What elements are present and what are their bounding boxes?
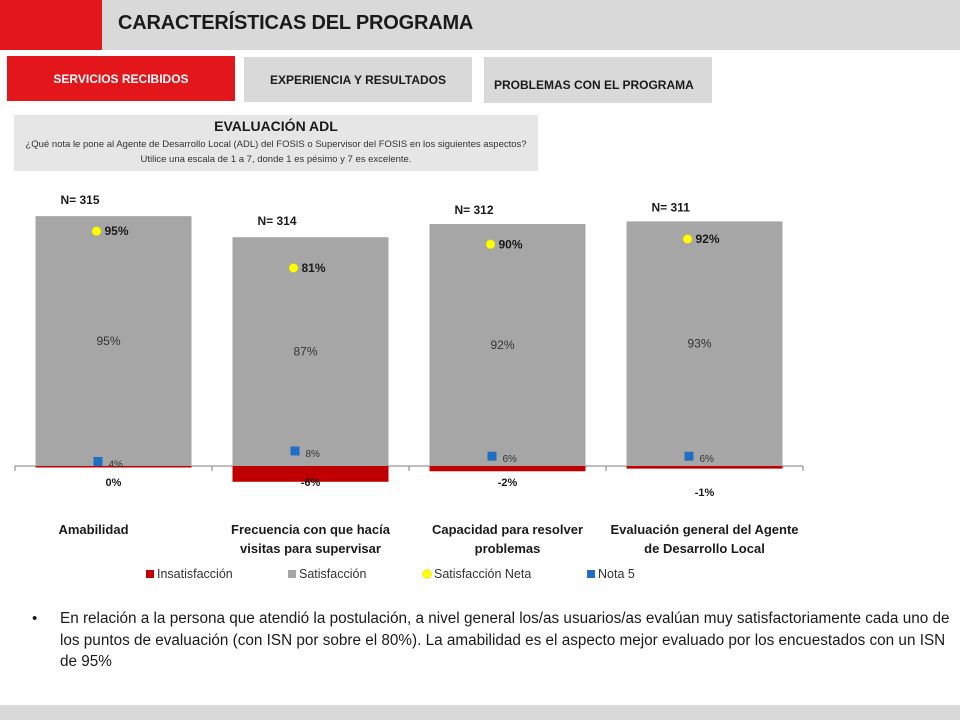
page-title: CARACTERÍSTICAS DEL PROGRAMA (118, 12, 474, 34)
marker-nota5 (290, 446, 300, 456)
footer-bar (0, 705, 960, 720)
label-nota5: 6% (503, 454, 518, 465)
label-satisfaccion: 95% (96, 334, 120, 348)
evaluation-title: EVALUACIÓN ADL (214, 118, 338, 134)
bar-satisfaccion (429, 224, 586, 466)
n-label: N= 312 (455, 203, 494, 217)
marker-nota5 (684, 451, 694, 461)
bullet-icon: • (32, 610, 38, 627)
legend-swatch (587, 570, 595, 578)
header-bar (102, 0, 960, 50)
satisfaction-chart: 95% N= 315 95% 4% 0% Amabilidad 87% N= 314 81% 8%… (14, 193, 804, 581)
bar-insatisfaccion (626, 466, 783, 469)
label-nota5: 4% (109, 459, 124, 470)
evaluation-question: ¿Qué nota le pone al Agente de Desarroll… (25, 139, 527, 165)
bar-satisfaccion (35, 216, 192, 466)
label-satisfaccion: 92% (490, 338, 514, 352)
category-label: problemas (475, 541, 541, 556)
label-insatisfaccion: 0% (106, 477, 122, 489)
tab-experiencia-resultados[interactable]: EXPERIENCIA Y RESULTADOS (244, 57, 472, 102)
category-label: Capacidad para resolver (432, 522, 583, 537)
label-satisfaccion: 93% (687, 337, 711, 351)
category-label: de Desarrollo Local (644, 541, 765, 556)
legend-label: Insatisfacción (157, 567, 233, 581)
legend-label: Satisfacción Neta (434, 567, 531, 581)
label-nota5: 6% (700, 454, 715, 465)
tab-problemas-programa[interactable]: PROBLEMAS CON EL PROGRAMA (484, 57, 712, 103)
header-accent (0, 0, 102, 50)
legend-label: Satisfacción (299, 567, 366, 581)
marker-satisfaccion-neta (288, 263, 299, 273)
label-satisfaccion: 87% (293, 345, 317, 359)
legend-label: Nota 5 (598, 567, 635, 581)
bar-satisfaccion (626, 221, 783, 466)
bar-insatisfaccion (35, 466, 192, 468)
category-label: Evaluación general del Agente (610, 522, 798, 537)
bar-insatisfaccion (429, 466, 586, 472)
label-insatisfaccion: -2% (498, 477, 518, 489)
label-insatisfaccion: -1% (695, 487, 715, 499)
marker-nota5 (487, 451, 497, 461)
tab-servicios-recibidos[interactable]: SERVICIOS RECIBIDOS (7, 56, 235, 101)
summary-text: En relación a la persona que atendió la … (60, 610, 950, 670)
label-nota5: 8% (306, 449, 321, 460)
evaluation-box: EVALUACIÓN ADL ¿Qué nota le pone al Agen… (14, 115, 538, 171)
legend-swatch (288, 570, 296, 578)
category-label: visitas para supervisar (240, 541, 381, 556)
label-satisfaccion-neta: 81% (302, 261, 326, 275)
n-label: N= 314 (258, 214, 297, 228)
label-satisfaccion-neta: 92% (696, 232, 720, 246)
category-label: Frecuencia con que hacía (231, 522, 391, 537)
n-label: N= 311 (652, 200, 691, 214)
label-satisfaccion-neta: 90% (499, 237, 523, 251)
marker-satisfaccion-neta (682, 234, 693, 244)
label-satisfaccion-neta: 95% (105, 224, 129, 238)
label-insatisfaccion: -6% (301, 477, 321, 489)
legend-swatch (146, 570, 154, 578)
marker-nota5 (93, 456, 103, 466)
bar-satisfaccion (232, 237, 389, 466)
bar-insatisfaccion (232, 466, 389, 482)
n-label: N= 315 (61, 193, 100, 207)
legend-swatch (422, 569, 432, 579)
marker-satisfaccion-neta (91, 226, 102, 236)
category-label: Amabilidad (58, 522, 128, 537)
marker-satisfaccion-neta (485, 239, 496, 250)
